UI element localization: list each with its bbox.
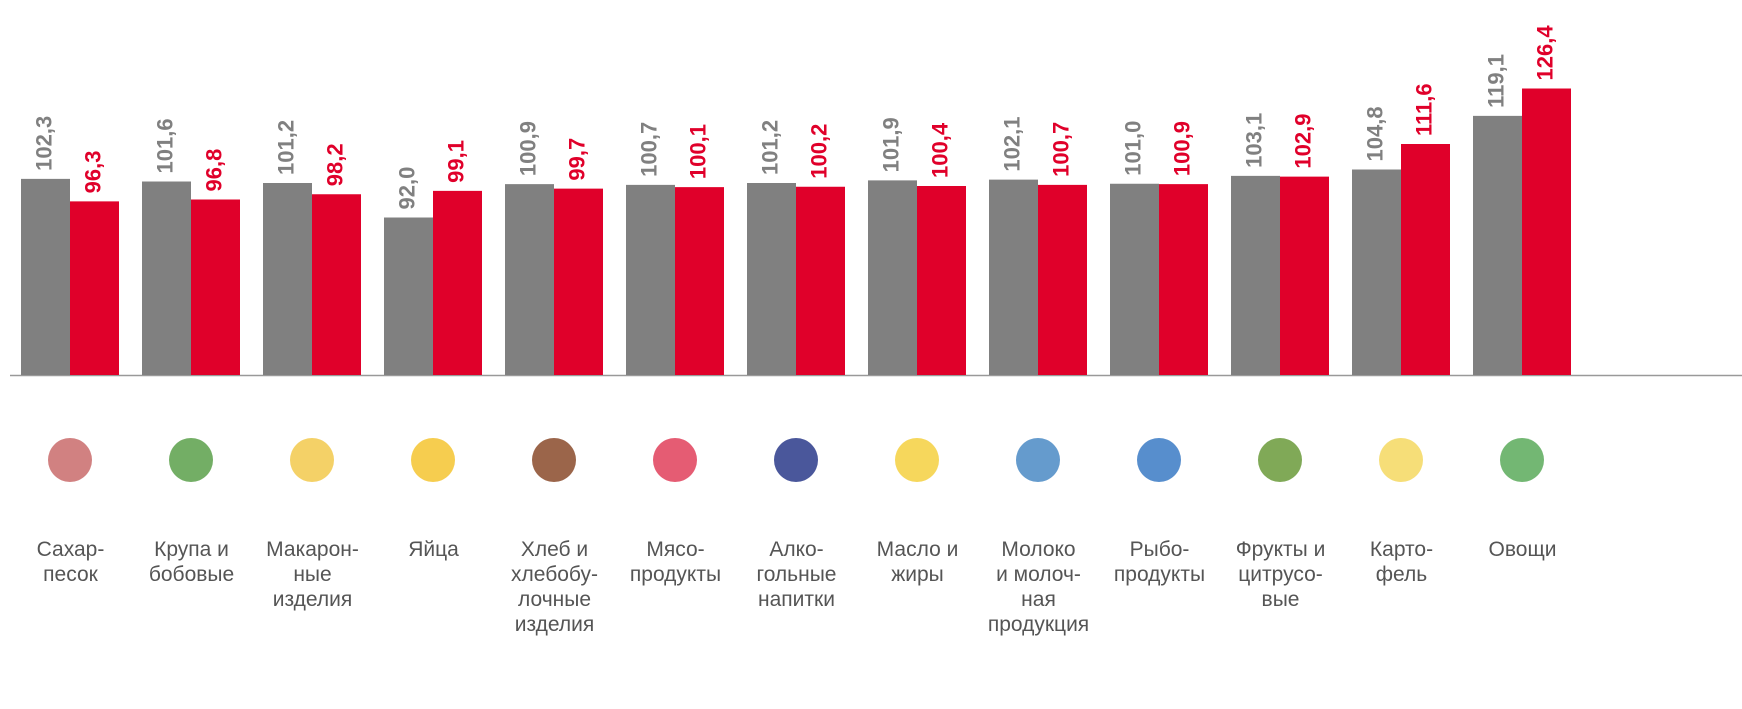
icon	[48, 438, 92, 482]
value-label: 111,6	[1411, 83, 1436, 136]
value-label: 101,0	[1120, 121, 1145, 176]
value-label: 103,1	[1241, 113, 1266, 168]
category-label: Карто- фель	[1369, 538, 1434, 586]
category-label: Рыбо- продукты	[1113, 538, 1206, 586]
value-label: 102,9	[1290, 114, 1315, 169]
bar	[1522, 88, 1571, 375]
icon	[653, 438, 697, 482]
icon	[290, 438, 334, 482]
bar	[142, 181, 191, 375]
value-label: 101,6	[152, 118, 177, 173]
value-label: 126,4	[1532, 25, 1557, 81]
value-label: 101,9	[878, 117, 903, 172]
bar	[70, 201, 119, 375]
category-label: Яйца	[408, 538, 459, 561]
value-label: 98,2	[322, 143, 347, 186]
value-label: 102,3	[31, 116, 56, 171]
category-label: Хлеб и хлебобу- лочные изделия	[511, 538, 598, 636]
icon	[1258, 438, 1302, 482]
value-label: 99,1	[443, 140, 468, 183]
bar	[675, 187, 724, 375]
category-label: Макарон- ные изделия	[266, 538, 359, 611]
category-label: Фрукты и цитрусо- вые	[1235, 538, 1326, 611]
bar	[868, 180, 917, 375]
bar	[626, 184, 675, 375]
icon	[774, 438, 818, 482]
icon	[1016, 438, 1060, 482]
bar	[796, 186, 845, 375]
value-label: 101,2	[273, 120, 298, 175]
value-label: 100,1	[685, 124, 710, 179]
bar	[505, 184, 554, 375]
value-label: 100,7	[636, 122, 661, 177]
value-label: 100,2	[806, 124, 831, 179]
category-label: Мясо- продукты	[629, 538, 722, 586]
category-label: Овощи	[1488, 538, 1557, 561]
bar	[1352, 169, 1401, 375]
bar	[747, 183, 796, 375]
icon	[169, 438, 213, 482]
icon	[895, 438, 939, 482]
bar	[191, 199, 240, 375]
value-label: 101,2	[757, 120, 782, 175]
bar	[21, 178, 70, 375]
bar	[1159, 184, 1208, 375]
bar	[433, 190, 482, 375]
category-label: Крупа и бобовые	[148, 538, 235, 586]
category-label: Масло и жиры	[876, 538, 959, 586]
icon	[1137, 438, 1181, 482]
bar	[1401, 144, 1450, 375]
icon	[1500, 438, 1544, 482]
bar	[1110, 183, 1159, 375]
category-label: Молоко и молоч- ная продукция	[987, 538, 1090, 636]
category-label: Сахар- песок	[36, 538, 105, 586]
value-label: 100,9	[515, 121, 540, 176]
bar	[1038, 184, 1087, 375]
category-label: Алко- гольные напитки	[756, 538, 837, 611]
value-label: 96,8	[201, 149, 226, 192]
icon	[1379, 438, 1423, 482]
value-label: 119,1	[1483, 54, 1508, 108]
value-label: 96,3	[80, 151, 105, 194]
icon	[411, 438, 455, 482]
bar	[312, 194, 361, 375]
value-label: 100,9	[1169, 121, 1194, 176]
value-label: 92,0	[394, 167, 419, 210]
bar	[384, 217, 433, 375]
bar	[917, 186, 966, 375]
value-label: 100,4	[927, 122, 952, 178]
bar	[1473, 115, 1522, 375]
icon	[532, 438, 576, 482]
value-label: 99,7	[564, 138, 589, 181]
value-label: 104,8	[1362, 106, 1387, 161]
bar	[1280, 176, 1329, 375]
bar	[989, 179, 1038, 375]
value-label: 102,1	[999, 117, 1024, 172]
value-label: 100,7	[1048, 122, 1073, 177]
bar	[263, 183, 312, 375]
bar	[1231, 175, 1280, 375]
bar	[554, 188, 603, 375]
